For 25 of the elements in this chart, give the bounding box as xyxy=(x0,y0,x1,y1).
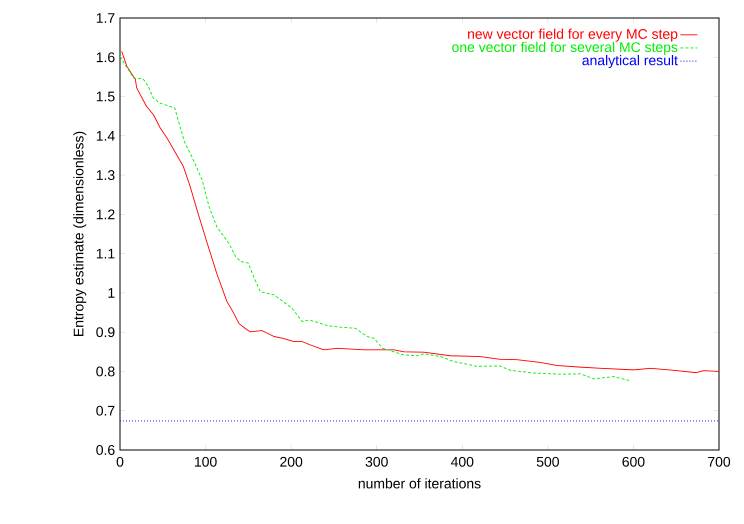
y-tick-label: 1.7 xyxy=(96,13,114,23)
x-tick-label: 400 xyxy=(450,456,474,467)
legend-label: analytical result xyxy=(582,55,678,68)
y-tick-label: 1.3 xyxy=(96,170,115,180)
x-tick-label: 200 xyxy=(280,456,302,467)
x-tick-label: 500 xyxy=(536,456,559,467)
y-axis-title: Entropy estimate (dimensionless) xyxy=(73,132,86,336)
y-tick-label: 1.2 xyxy=(96,209,114,220)
x-tick-label: 0 xyxy=(116,456,124,467)
y-tick-label: 1 xyxy=(108,288,114,298)
legend-label: one vector field for several MC steps xyxy=(452,42,678,55)
y-tick-label: 0.8 xyxy=(96,366,115,376)
x-tick-label: 700 xyxy=(708,456,730,467)
x-tick-label: 600 xyxy=(622,456,645,467)
x-tick-label: 100 xyxy=(195,456,217,467)
y-tick-label: 1.1 xyxy=(96,248,114,258)
y-tick-label: 0.6 xyxy=(96,445,115,455)
y-tick-label: 1.5 xyxy=(96,92,115,102)
y-tick-label: 1.6 xyxy=(96,52,115,62)
y-tick-label: 0.9 xyxy=(96,327,114,338)
x-axis-title: number of iterations xyxy=(358,478,481,488)
y-tick-label: 1.4 xyxy=(96,131,115,141)
x-tick-label: 300 xyxy=(366,456,388,467)
legend-label: new vector field for every MC step xyxy=(468,28,678,42)
y-tick-label: 0.7 xyxy=(96,406,114,416)
